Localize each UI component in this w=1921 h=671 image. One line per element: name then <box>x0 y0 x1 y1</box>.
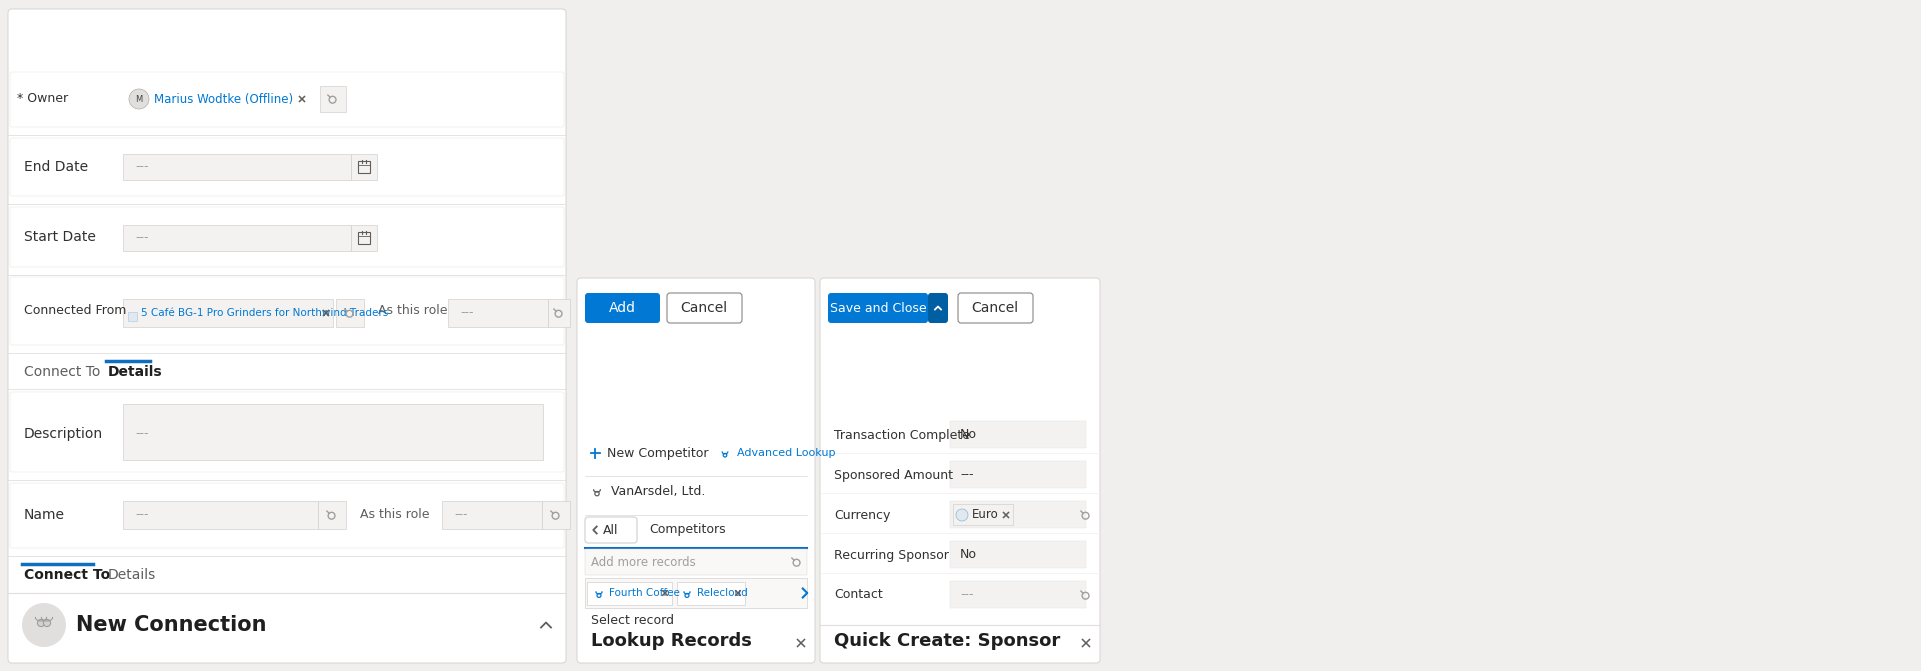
Text: Save and Close: Save and Close <box>830 301 926 315</box>
FancyBboxPatch shape <box>8 9 567 663</box>
Text: Euro: Euro <box>972 509 999 521</box>
Text: Select record: Select record <box>592 615 674 627</box>
Circle shape <box>21 603 65 647</box>
Text: No: No <box>960 548 978 562</box>
Bar <box>352 154 377 180</box>
Text: * Owner: * Owner <box>17 93 67 105</box>
FancyBboxPatch shape <box>10 72 565 127</box>
Bar <box>352 225 377 251</box>
Text: No: No <box>960 429 978 442</box>
Text: Sponsored Amount: Sponsored Amount <box>834 468 953 482</box>
Text: Connect To: Connect To <box>23 365 100 379</box>
Text: Details: Details <box>108 365 163 379</box>
FancyBboxPatch shape <box>586 293 661 323</box>
Text: VanArsdel, Ltd.: VanArsdel, Ltd. <box>611 484 705 497</box>
Text: M: M <box>134 95 142 103</box>
Text: Advanced Lookup: Advanced Lookup <box>738 448 836 458</box>
Bar <box>442 501 542 529</box>
Text: Contact: Contact <box>834 588 884 601</box>
Text: Add: Add <box>609 301 636 315</box>
Bar <box>951 501 1085 528</box>
Text: New Competitor: New Competitor <box>607 446 709 460</box>
Text: Details: Details <box>108 568 156 582</box>
Bar <box>123 501 319 529</box>
FancyBboxPatch shape <box>10 138 565 196</box>
Bar <box>586 578 807 608</box>
FancyBboxPatch shape <box>820 278 1101 663</box>
Text: Add more records: Add more records <box>592 556 695 568</box>
Bar <box>123 154 352 180</box>
Bar <box>951 541 1085 568</box>
FancyBboxPatch shape <box>10 207 565 267</box>
FancyBboxPatch shape <box>667 293 742 323</box>
Text: All: All <box>603 523 619 537</box>
Bar <box>321 86 346 112</box>
Text: Transaction Complete: Transaction Complete <box>834 429 970 442</box>
FancyBboxPatch shape <box>10 483 565 548</box>
Text: Relecloud: Relecloud <box>697 588 747 598</box>
FancyBboxPatch shape <box>576 278 815 663</box>
Text: ---: --- <box>459 307 473 319</box>
Circle shape <box>957 509 968 521</box>
Bar <box>547 299 571 327</box>
Text: Start Date: Start Date <box>23 230 96 244</box>
Text: Quick Create: Sponsor: Quick Create: Sponsor <box>834 632 1060 650</box>
Text: Description: Description <box>23 427 104 441</box>
Bar <box>676 582 745 605</box>
Bar <box>542 501 571 529</box>
FancyBboxPatch shape <box>828 293 928 323</box>
Text: ---: --- <box>134 427 148 440</box>
Text: Cancel: Cancel <box>972 301 1018 315</box>
Circle shape <box>44 619 50 627</box>
Bar <box>953 504 1012 525</box>
Text: As this role: As this role <box>378 305 448 317</box>
Bar <box>588 582 672 605</box>
Text: ---: --- <box>453 509 467 521</box>
FancyBboxPatch shape <box>959 293 1033 323</box>
Bar <box>586 549 807 575</box>
Text: Competitors: Competitors <box>649 523 726 537</box>
Bar <box>357 161 371 173</box>
FancyBboxPatch shape <box>10 392 565 472</box>
FancyBboxPatch shape <box>586 517 638 543</box>
Bar <box>123 404 544 460</box>
Bar <box>357 232 371 244</box>
Text: As this role: As this role <box>359 509 430 521</box>
Bar <box>129 312 136 321</box>
Text: Lookup Records: Lookup Records <box>592 632 751 650</box>
Text: End Date: End Date <box>23 160 88 174</box>
Text: Cancel: Cancel <box>680 301 728 315</box>
Bar <box>123 225 352 251</box>
Text: 5 Café BG-1 Pro Grinders for Northwind Traders: 5 Café BG-1 Pro Grinders for Northwind T… <box>140 308 388 318</box>
Text: Marius Wodtke (Offline): Marius Wodtke (Offline) <box>154 93 294 105</box>
Text: New Connection: New Connection <box>77 615 267 635</box>
Text: Fourth Coffee: Fourth Coffee <box>609 588 680 598</box>
Text: ---: --- <box>960 588 974 601</box>
Circle shape <box>129 89 150 109</box>
FancyBboxPatch shape <box>10 277 565 345</box>
Text: ---: --- <box>134 231 148 244</box>
Text: Connect To: Connect To <box>23 568 109 582</box>
Bar <box>951 461 1085 488</box>
Text: Name: Name <box>23 508 65 522</box>
Bar <box>448 299 547 327</box>
Circle shape <box>36 619 44 627</box>
Text: ---: --- <box>134 509 148 521</box>
Bar <box>336 299 363 327</box>
Text: ---: --- <box>134 160 148 174</box>
Bar <box>951 421 1085 448</box>
Bar <box>951 581 1085 608</box>
Text: Recurring Sponsor: Recurring Sponsor <box>834 548 949 562</box>
Bar <box>123 299 332 327</box>
Text: Connected From: Connected From <box>23 305 127 317</box>
Bar <box>319 501 346 529</box>
Text: Currency: Currency <box>834 509 889 521</box>
Text: ---: --- <box>960 468 974 482</box>
FancyBboxPatch shape <box>928 293 947 323</box>
